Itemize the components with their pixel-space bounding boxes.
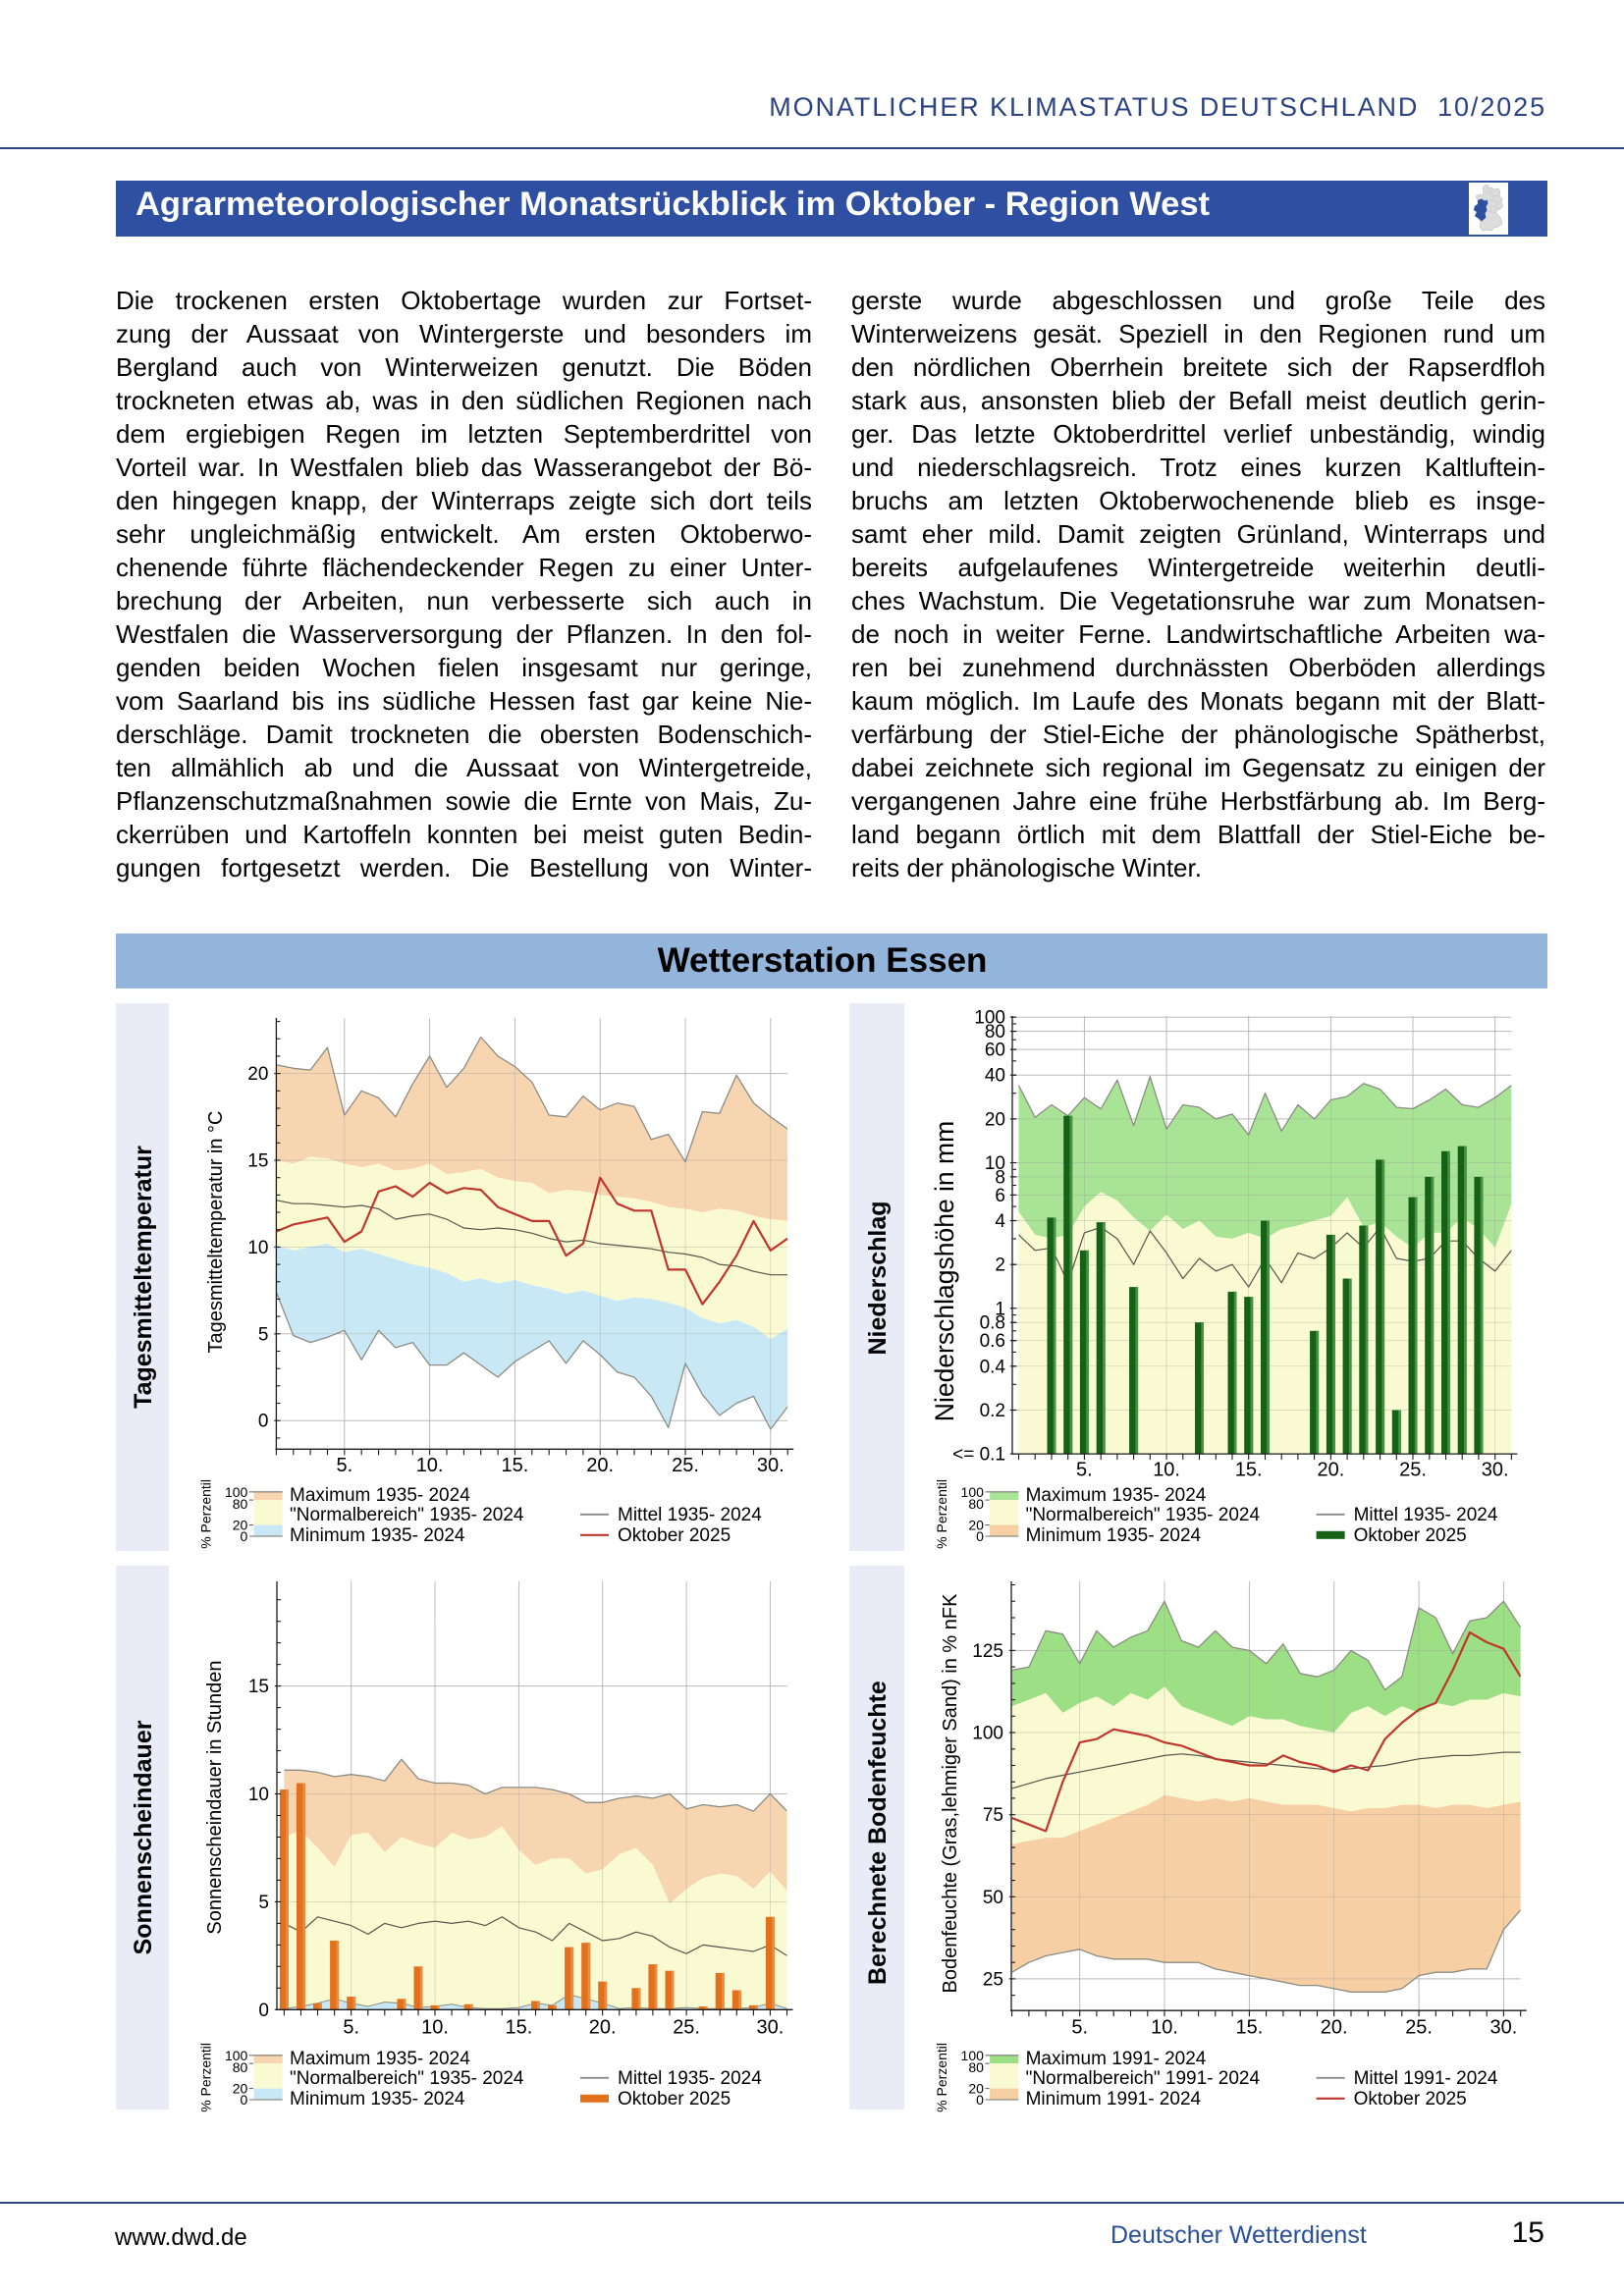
svg-text:80: 80 (968, 2059, 984, 2075)
svg-text:30.: 30. (757, 1455, 785, 1476)
svg-text:30.: 30. (756, 2016, 784, 2038)
svg-text:4: 4 (995, 1211, 1005, 1232)
svg-text:Mittel 1935- 2024: Mittel 1935- 2024 (1354, 1505, 1498, 1525)
svg-text:40: 40 (985, 1066, 1005, 1087)
svg-text:Minimum 1935- 2024: Minimum 1935- 2024 (290, 1525, 465, 1546)
svg-text:0: 0 (258, 2001, 269, 2021)
svg-text:5.: 5. (1076, 1460, 1093, 1481)
svg-text:0: 0 (241, 2092, 248, 2108)
svg-text:30.: 30. (1482, 1460, 1509, 1481)
svg-text:<= 0.1: <= 0.1 (952, 1445, 1005, 1466)
svg-text:20: 20 (968, 2081, 984, 2097)
svg-text:0: 0 (976, 2092, 984, 2108)
svg-text:5: 5 (258, 1324, 269, 1345)
svg-text:"Normalbereich" 1935- 2024: "Normalbereich" 1935- 2024 (1026, 1505, 1261, 1525)
svg-text:20: 20 (247, 1064, 268, 1085)
svg-text:Oktober 2025: Oktober 2025 (1354, 2089, 1467, 2109)
svg-text:100: 100 (974, 1008, 1005, 1029)
svg-text:15.: 15. (1235, 1460, 1263, 1481)
svg-text:5.: 5. (336, 1455, 352, 1476)
svg-text:20.: 20. (1317, 1460, 1344, 1481)
svg-text:80: 80 (233, 1496, 248, 1512)
svg-text:8: 8 (995, 1167, 1005, 1188)
svg-text:100: 100 (961, 2048, 985, 2063)
svg-text:20: 20 (233, 1518, 248, 1533)
svg-text:0.4: 0.4 (980, 1357, 1006, 1377)
svg-text:% Perzentil: % Perzentil (934, 2043, 949, 2112)
svg-text:5.: 5. (1071, 2017, 1088, 2039)
svg-text:15: 15 (247, 1151, 268, 1172)
svg-text:20: 20 (233, 2081, 248, 2097)
svg-text:15.: 15. (501, 1455, 528, 1476)
svg-text:10.: 10. (421, 2016, 449, 2038)
svg-text:15.: 15. (1235, 2017, 1263, 2039)
svg-text:75: 75 (983, 1805, 1003, 1826)
svg-text:100: 100 (972, 1724, 1003, 1744)
svg-text:6: 6 (995, 1186, 1005, 1206)
svg-text:0: 0 (258, 1412, 269, 1432)
svg-text:10: 10 (248, 1785, 269, 1805)
svg-text:Maximum 1935- 2024: Maximum 1935- 2024 (1026, 1485, 1207, 1506)
svg-text:1: 1 (995, 1299, 1005, 1319)
svg-text:Maximum 1935- 2024: Maximum 1935- 2024 (290, 2049, 470, 2069)
svg-text:30.: 30. (1489, 2017, 1517, 2039)
svg-text:Minimum 1935- 2024: Minimum 1935- 2024 (290, 2089, 465, 2109)
svg-text:25: 25 (983, 1969, 1003, 1990)
svg-text:Niederschlagshöhe in mm: Niederschlagshöhe in mm (930, 1121, 959, 1421)
svg-text:20.: 20. (1321, 2017, 1348, 2039)
svg-text:5: 5 (258, 1893, 269, 1913)
svg-text:"Normalbereich" 1935- 2024: "Normalbereich" 1935- 2024 (290, 2068, 524, 2089)
svg-text:"Normalbereich" 1991- 2024: "Normalbereich" 1991- 2024 (1026, 2068, 1261, 2089)
svg-text:% Perzentil: % Perzentil (198, 2043, 214, 2112)
svg-text:Maximum 1991- 2024: Maximum 1991- 2024 (1026, 2049, 1207, 2069)
svg-text:20: 20 (985, 1109, 1005, 1130)
svg-text:Minimum 1991- 2024: Minimum 1991- 2024 (1026, 2089, 1202, 2109)
svg-text:100: 100 (961, 1484, 985, 1500)
svg-text:25.: 25. (672, 1455, 699, 1476)
svg-text:Minimum 1935- 2024: Minimum 1935- 2024 (1026, 1525, 1202, 1546)
svg-text:80: 80 (985, 1022, 1005, 1042)
svg-text:0: 0 (976, 1528, 984, 1544)
svg-text:Oktober 2025: Oktober 2025 (618, 1525, 731, 1546)
svg-text:20: 20 (968, 1518, 984, 1533)
svg-text:"Normalbereich" 1935- 2024: "Normalbereich" 1935- 2024 (290, 1505, 524, 1525)
svg-text:100: 100 (225, 1484, 248, 1500)
svg-text:Sonnenscheindauer in Stunden: Sonnenscheindauer in Stunden (204, 1660, 226, 1934)
svg-text:5.: 5. (343, 2016, 359, 2038)
svg-text:2: 2 (995, 1255, 1005, 1276)
svg-text:20.: 20. (586, 1455, 614, 1476)
svg-text:0.2: 0.2 (980, 1401, 1005, 1421)
svg-text:Oktober 2025: Oktober 2025 (1354, 1525, 1467, 1546)
svg-text:% Perzentil: % Perzentil (198, 1479, 214, 1549)
svg-text:0.8: 0.8 (980, 1313, 1005, 1334)
svg-text:25.: 25. (673, 2016, 700, 2038)
svg-text:15.: 15. (505, 2016, 532, 2038)
svg-text:10: 10 (985, 1153, 1005, 1174)
svg-text:60: 60 (985, 1041, 1005, 1061)
svg-text:Mittel 1991- 2024: Mittel 1991- 2024 (1354, 2068, 1498, 2089)
svg-text:15: 15 (248, 1677, 269, 1697)
svg-text:100: 100 (225, 2048, 248, 2063)
svg-text:50: 50 (983, 1888, 1003, 1908)
svg-text:Mittel 1935- 2024: Mittel 1935- 2024 (618, 2068, 762, 2089)
svg-text:Mittel 1935- 2024: Mittel 1935- 2024 (618, 1505, 762, 1525)
svg-text:10.: 10. (1153, 1460, 1180, 1481)
svg-text:0.6: 0.6 (980, 1331, 1005, 1352)
svg-text:10.: 10. (1151, 2017, 1178, 2039)
svg-text:25.: 25. (1405, 2017, 1433, 2039)
svg-text:Oktober 2025: Oktober 2025 (618, 2089, 731, 2109)
svg-text:10: 10 (247, 1238, 268, 1258)
svg-text:20.: 20. (589, 2016, 617, 2038)
svg-text:10.: 10. (416, 1455, 444, 1476)
svg-text:Tagesmitteltemperatur in °C: Tagesmitteltemperatur in °C (205, 1111, 227, 1354)
svg-text:0: 0 (241, 1528, 248, 1544)
svg-text:80: 80 (968, 1496, 984, 1512)
svg-text:125: 125 (972, 1641, 1003, 1662)
svg-text:Bodenfeuchte (Gras,lehmiger Sa: Bodenfeuchte (Gras,lehmiger Sand) in % n… (940, 1593, 961, 1994)
svg-text:% Perzentil: % Perzentil (934, 1479, 949, 1549)
svg-text:Maximum 1935- 2024: Maximum 1935- 2024 (290, 1485, 470, 1506)
svg-text:80: 80 (233, 2059, 248, 2075)
svg-text:25.: 25. (1399, 1460, 1427, 1481)
